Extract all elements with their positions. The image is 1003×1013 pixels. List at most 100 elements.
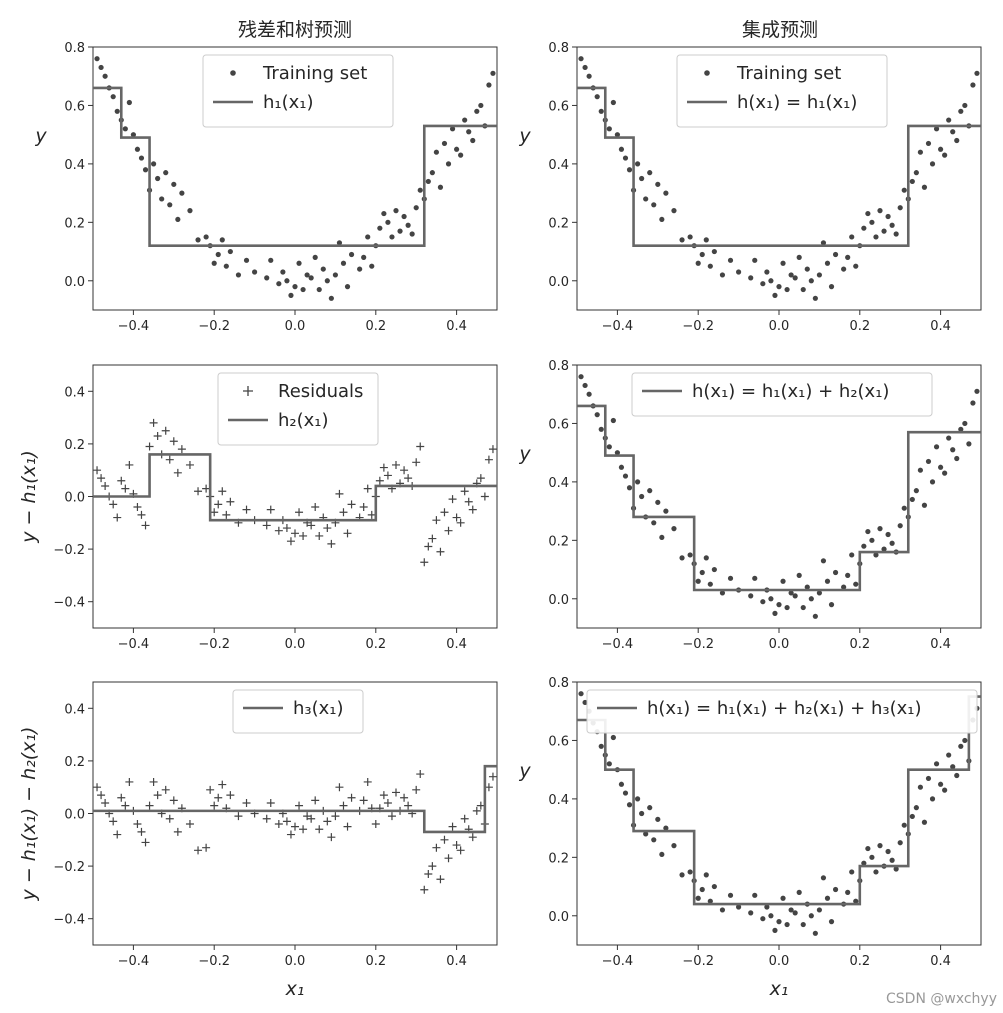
residual-point	[488, 772, 497, 781]
data-point	[966, 441, 972, 447]
data-point	[610, 417, 616, 424]
y-tick-label: 0.0	[64, 275, 85, 290]
residual-point	[327, 833, 336, 842]
residual-point	[404, 801, 413, 810]
residual-point	[468, 505, 477, 514]
data-point	[865, 528, 871, 535]
data-point	[635, 479, 641, 485]
x-tick-label: −0.4	[602, 637, 634, 652]
data-point	[417, 187, 423, 193]
legend-box	[586, 689, 978, 734]
data-point	[711, 883, 717, 890]
y-tick-label: 0.6	[64, 99, 85, 114]
data-point	[582, 64, 588, 71]
y-tick-label: 0.4	[64, 158, 85, 173]
data-point	[861, 225, 867, 231]
data-point	[845, 889, 851, 896]
residual-point	[286, 537, 295, 546]
data-point	[853, 581, 859, 587]
residual-point	[282, 817, 291, 826]
data-point	[328, 295, 334, 301]
data-point	[320, 266, 326, 272]
data-point	[474, 108, 480, 114]
data-point	[938, 464, 944, 470]
residual-point	[307, 521, 316, 530]
residual-point	[416, 442, 425, 451]
legend: h(x₁) = h₁(x₁) + h₂(x₁)	[631, 372, 933, 417]
data-point	[950, 129, 956, 135]
residual-point	[177, 445, 186, 454]
legend-label: Residuals	[278, 381, 363, 402]
x-tick-label: 0.2	[365, 637, 386, 652]
legend-box	[232, 689, 364, 734]
data-point	[138, 155, 145, 161]
data-point	[748, 275, 754, 281]
data-point	[885, 531, 891, 538]
residual-point	[303, 812, 312, 821]
data-point	[938, 781, 944, 787]
data-point	[873, 552, 879, 558]
x-tick-label: 0.2	[849, 319, 870, 334]
residual-point	[218, 487, 227, 496]
data-point	[671, 208, 677, 214]
residual-point	[295, 508, 304, 517]
residual-point	[161, 785, 170, 794]
residual-point	[295, 801, 304, 810]
data-point	[635, 796, 641, 802]
residual-point	[109, 500, 118, 509]
legend-label: h₂(x₁)	[278, 410, 329, 431]
data-point	[598, 108, 604, 114]
data-point	[425, 178, 431, 185]
y-tick-label: 0.4	[64, 385, 85, 400]
residual-point	[484, 783, 493, 792]
residual-point	[169, 437, 178, 446]
data-point	[598, 426, 604, 432]
data-point	[938, 146, 944, 152]
legend: Training set h(x₁) = h₁(x₁)	[676, 54, 888, 128]
data-point	[780, 260, 786, 266]
data-point	[913, 170, 919, 176]
data-point	[707, 581, 713, 587]
data-point	[361, 254, 367, 260]
data-point	[917, 467, 924, 473]
residual-point	[379, 791, 388, 800]
data-point	[618, 464, 625, 470]
data-point	[276, 281, 282, 287]
data-point	[849, 552, 855, 558]
data-point	[776, 919, 782, 925]
data-point	[958, 108, 964, 114]
y-tick-label: 0.2	[548, 851, 569, 866]
residual-point	[165, 814, 174, 823]
legend-label: h(x₁) = h₁(x₁)	[737, 92, 857, 113]
plot-area	[93, 764, 497, 894]
data-point	[348, 251, 355, 258]
residual-point	[202, 843, 211, 852]
data-point	[195, 237, 201, 243]
residual-point	[412, 785, 421, 794]
y-tick-label: 0.6	[548, 99, 569, 114]
residual-point	[299, 825, 308, 834]
data-point	[695, 260, 701, 266]
residual-point	[464, 497, 473, 506]
data-point	[950, 764, 956, 770]
data-point	[853, 898, 859, 904]
data-point	[582, 699, 588, 706]
residual-point	[440, 835, 449, 844]
residual-point	[444, 854, 453, 863]
data-point	[861, 543, 867, 549]
data-point	[324, 278, 330, 284]
data-point	[764, 904, 770, 910]
y-axis-label: y	[34, 125, 47, 147]
legend-box	[202, 54, 394, 128]
data-point	[175, 216, 181, 223]
step-prediction-line	[93, 453, 497, 522]
residual-point	[234, 812, 243, 821]
data-point	[788, 590, 794, 596]
data-point	[219, 237, 225, 243]
residual-point	[153, 791, 162, 800]
residual-point	[480, 492, 489, 501]
data-point	[699, 569, 705, 576]
data-point	[486, 82, 492, 88]
residual-point	[383, 798, 392, 807]
step-prediction-line	[93, 86, 497, 248]
